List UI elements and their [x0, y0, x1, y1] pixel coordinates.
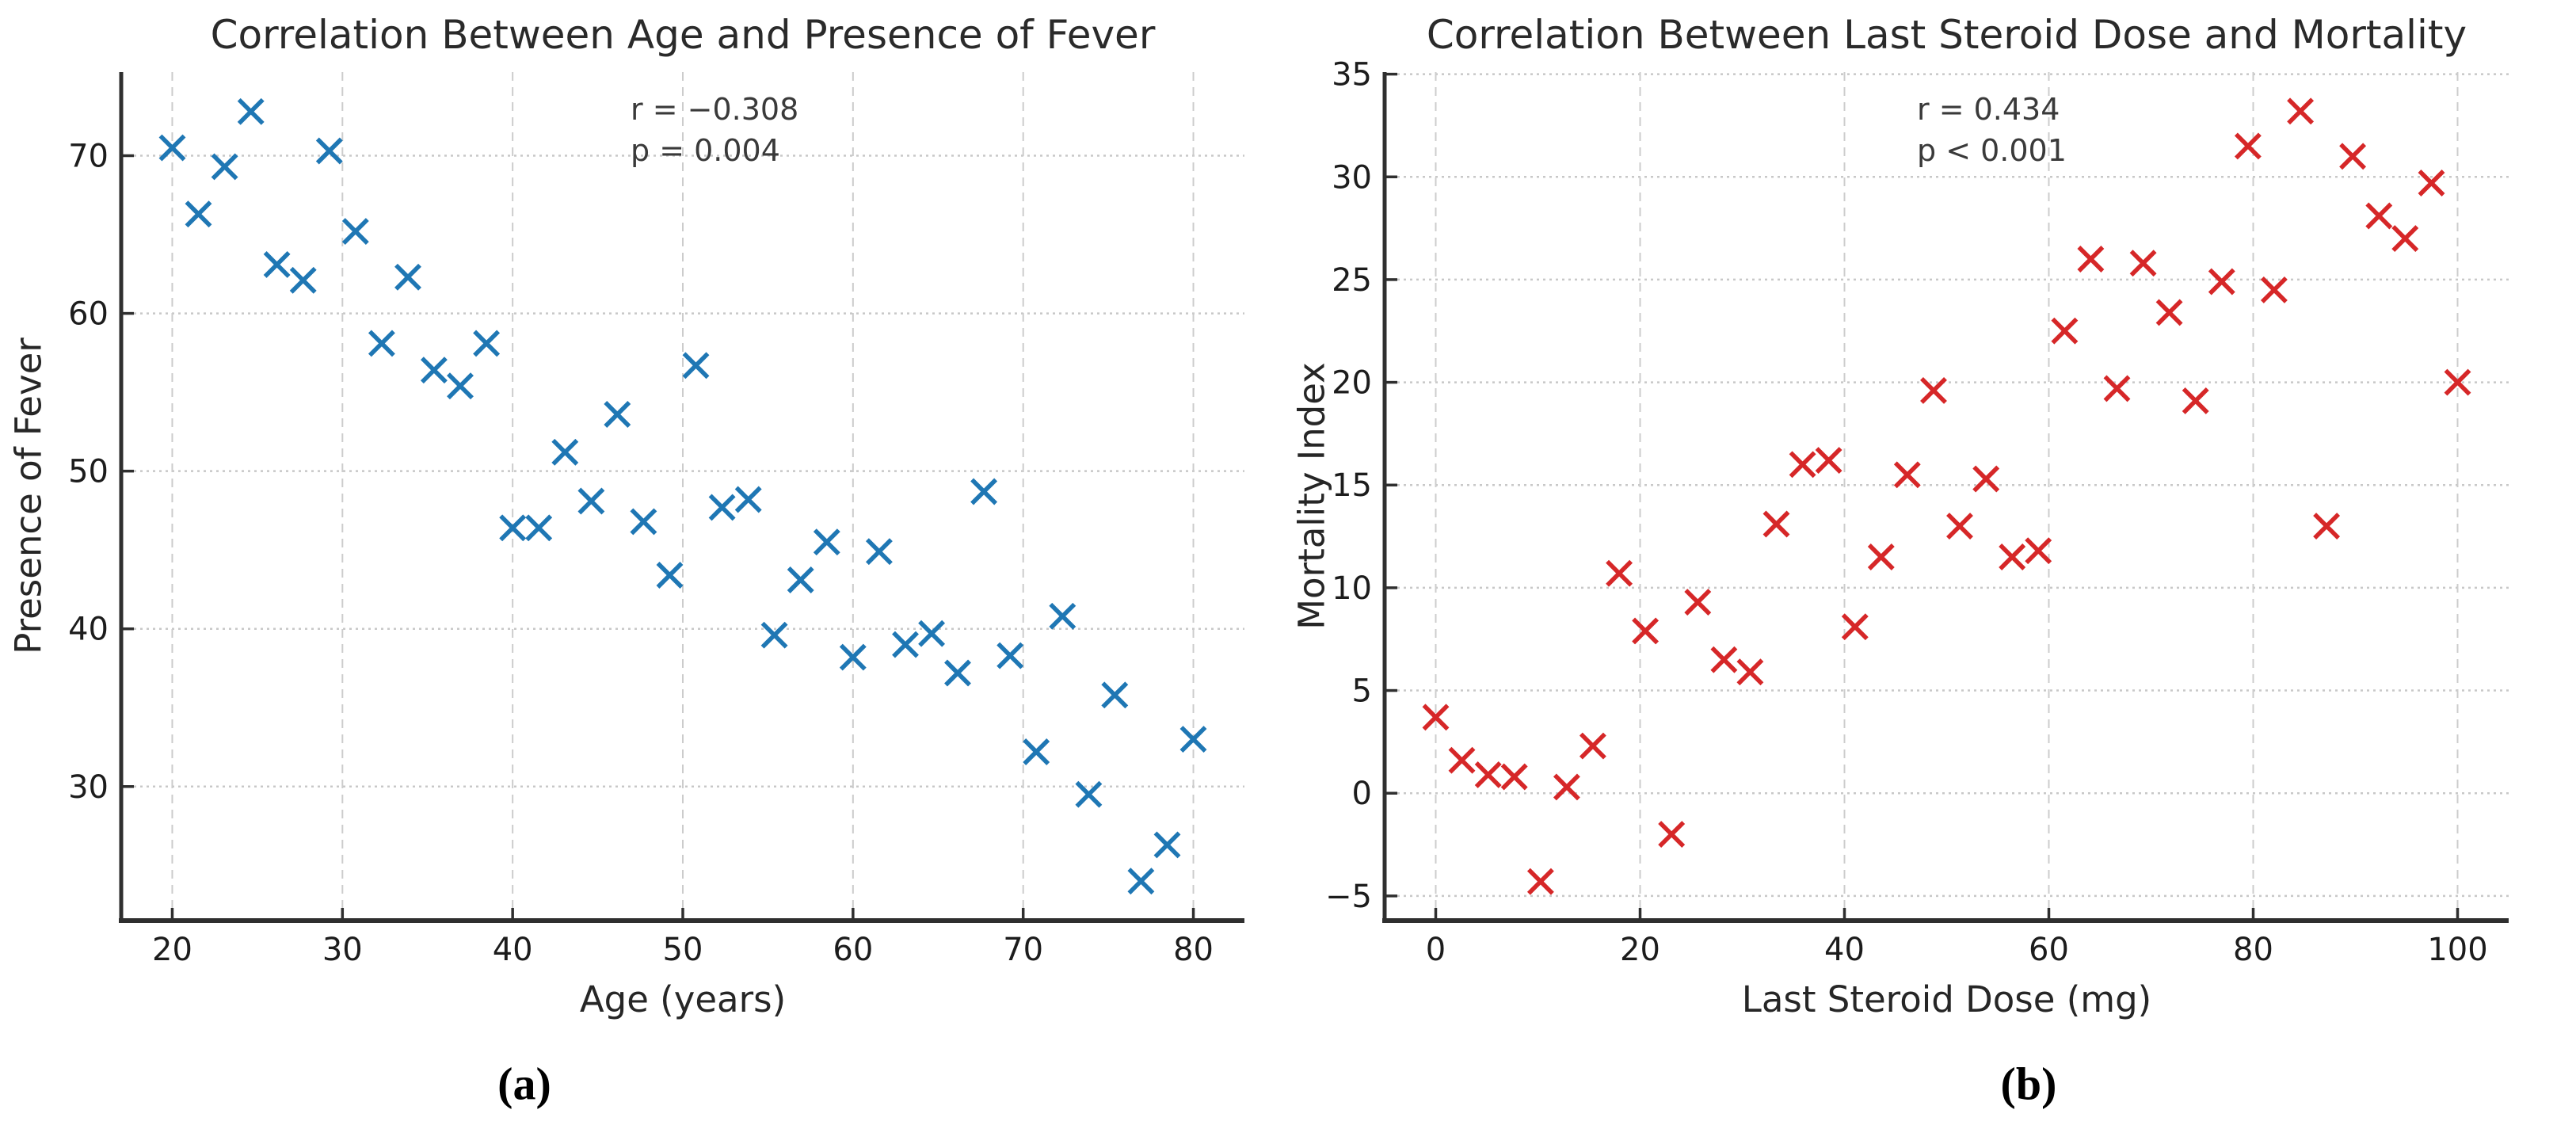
x-tick-label: 60: [2029, 932, 2069, 968]
x-tick-label: 30: [322, 932, 363, 968]
y-tick-label: 15: [1332, 467, 1372, 504]
chart-b-p-value: p < 0.001: [1917, 133, 2067, 168]
chart-a-xaxis-label: Age (years): [579, 978, 787, 1020]
y-tick-label: 60: [68, 296, 109, 333]
x-tick-label: 20: [1620, 932, 1660, 968]
x-tick-label: 80: [1173, 932, 1214, 968]
y-tick-label: 35: [1332, 57, 1372, 93]
y-tick-label: −5: [1325, 879, 1372, 915]
panel-b-caption: (b): [2000, 1058, 2057, 1110]
y-tick-label: 70: [68, 139, 109, 175]
y-tick-label: 50: [68, 454, 109, 490]
y-tick-label: 5: [1352, 673, 1372, 710]
x-tick-label: 70: [1003, 932, 1043, 968]
y-tick-label: 20: [1332, 365, 1372, 402]
y-tick-label: 30: [1332, 159, 1372, 196]
x-tick-label: 20: [152, 932, 192, 968]
chart-a-title: Correlation Between Age and Presence of …: [210, 12, 1156, 58]
x-tick-label: 0: [1426, 932, 1446, 968]
x-tick-label: 50: [663, 932, 703, 968]
chart-a-p-value: p = 0.004: [631, 133, 780, 168]
y-tick-label: 10: [1332, 570, 1372, 607]
y-tick-label: 0: [1352, 776, 1372, 812]
x-tick-label: 40: [493, 932, 533, 968]
scatter-points-b: [1422, 97, 2471, 895]
y-tick-label: 40: [68, 612, 109, 648]
chart-a-yaxis-label: Presence of Fever: [7, 338, 50, 654]
chart-b-r-value: r = 0.434: [1917, 92, 2060, 127]
chart-b-xaxis-label: Last Steroid Dose (mg): [1741, 978, 2152, 1020]
scatter-points-a: [158, 97, 1207, 895]
chart-b-yaxis-label: Mortality Index: [1290, 362, 1333, 630]
chart-b-annotation: r = 0.434 p < 0.001: [1917, 89, 2067, 171]
x-tick-label: 60: [833, 932, 873, 968]
chart-b-title: Correlation Between Last Steroid Dose an…: [1426, 12, 2467, 58]
y-tick-label: 25: [1332, 262, 1372, 299]
chart-a-annotation: r = −0.308 p = 0.004: [631, 89, 798, 171]
chart-a-r-value: r = −0.308: [631, 92, 799, 127]
x-tick-label: 100: [2427, 932, 2487, 968]
x-tick-label: 80: [2233, 932, 2273, 968]
panel-a-caption: (a): [497, 1058, 551, 1110]
x-tick-label: 40: [1824, 932, 1865, 968]
y-tick-label: 30: [68, 769, 109, 806]
